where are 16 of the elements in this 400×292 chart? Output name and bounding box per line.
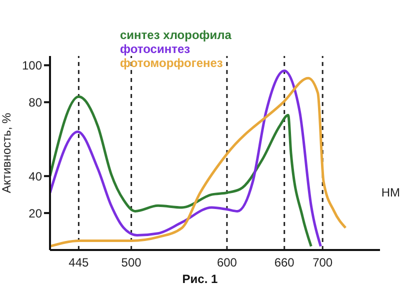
y-tick-label: 40 (28, 169, 42, 184)
x-tick-label: 700 (312, 256, 333, 270)
y-axis-title: Активность, % (0, 112, 14, 194)
text: фотоморфогенез (120, 56, 224, 70)
y-tick-label: 100 (22, 58, 42, 72)
text: Рис. 1 (181, 272, 219, 286)
x-tick-label: 445 (68, 256, 90, 270)
x-axis-title: НМ (381, 186, 400, 200)
x-tick-label: 660 (274, 256, 295, 270)
y-tick-label: 80 (28, 95, 42, 110)
x-tick-label: 500 (121, 256, 142, 270)
x-tick-label: 600 (216, 256, 238, 270)
line-series (50, 95, 312, 248)
text: фотосинтез (120, 42, 192, 56)
y-tick-label: 20 (28, 206, 42, 220)
text: синтез хлорофила (120, 28, 232, 42)
